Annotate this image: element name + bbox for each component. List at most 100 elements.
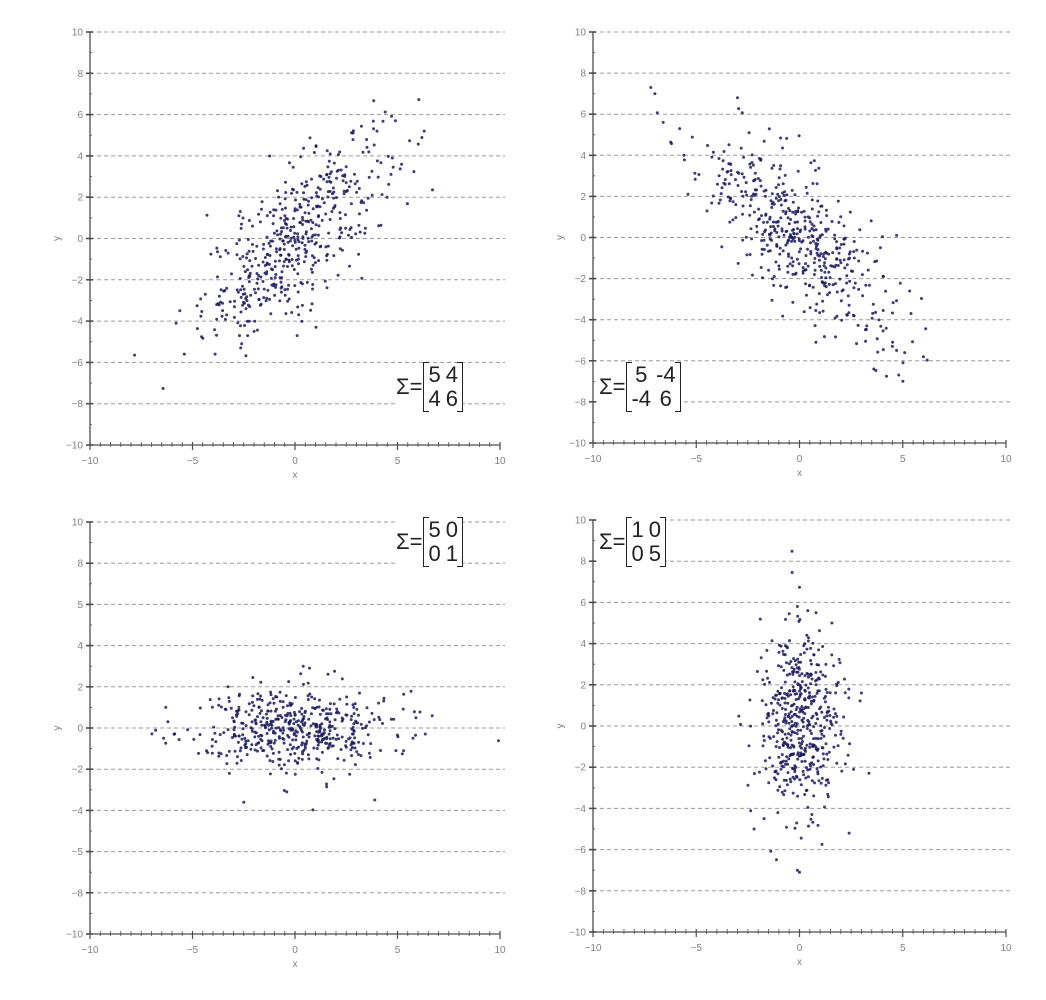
covariance-matrix: 1 0 0 5	[626, 517, 666, 567]
covariance-annotation: Σ= 5 -4 -4 6	[599, 362, 681, 412]
x-tick-label: −10	[82, 456, 99, 467]
covariance-matrix: 5 0 0 1	[423, 517, 463, 567]
y-tick-label: −6	[72, 358, 84, 369]
y-tick-label: −8	[575, 886, 587, 897]
y-tick-label: −5	[72, 847, 84, 858]
y-tick-label: −8	[72, 888, 84, 899]
x-tick-label: 10	[494, 456, 506, 467]
matrix-cell: 4	[445, 362, 458, 387]
y-tick-label: 10	[575, 516, 587, 527]
x-tick-label: −5	[187, 456, 199, 467]
matrix-cell: 5	[428, 362, 441, 387]
y-tick-label: −2	[575, 763, 587, 774]
y-tick-label: −10	[569, 439, 586, 450]
x-tick-label: 0	[797, 454, 803, 465]
y-tick-label: −2	[72, 765, 84, 776]
y-tick-label: −2	[72, 275, 84, 286]
x-axis-title: x	[797, 468, 802, 479]
sigma-symbol: Σ=	[599, 529, 626, 554]
y-tick-label: 8	[580, 557, 586, 568]
y-tick-label: 4	[580, 639, 586, 650]
y-tick-label: −4	[575, 315, 587, 326]
y-tick-label: −4	[72, 317, 84, 328]
matrix-cell: 0	[445, 517, 458, 542]
x-tick-label: 0	[292, 945, 298, 956]
y-tick-label: −2	[575, 274, 587, 285]
covariance-matrix: 5 4 4 6	[423, 362, 463, 412]
y-tick-label: −4	[72, 806, 84, 817]
y-tick-label: −6	[575, 845, 587, 856]
scatter-panel-top-left: 10 8 6 4 2 0 −2 −4 −6 −8 −10 −10 −5 0 5 10 x y Σ= 5 4 4 6	[0, 0, 523, 500]
covariance-annotation: Σ= 1 0 0 5	[599, 517, 666, 567]
x-tick-label: 10	[494, 945, 506, 956]
y-tick-label: 0	[580, 233, 586, 244]
y-tick-label: −10	[569, 928, 586, 939]
y-tick-label: 8	[77, 559, 83, 570]
y-tick-label: 0	[580, 722, 586, 733]
x-tick-label: 0	[797, 943, 803, 954]
x-tick-label: 0	[292, 456, 298, 467]
matrix-cell: -4	[656, 362, 676, 387]
y-tick-label: 2	[580, 680, 586, 691]
sigma-symbol: Σ=	[599, 374, 626, 399]
y-tick-label: −8	[72, 399, 84, 410]
y-tick-label: 8	[77, 69, 83, 80]
gridlines	[90, 521, 505, 894]
y-axis-title: y	[52, 236, 63, 241]
matrix-cell: 5	[648, 541, 661, 566]
data-points	[649, 86, 929, 383]
y-tick-label: 10	[72, 28, 84, 39]
y-axis-title: y	[555, 724, 566, 729]
matrix-cell: 1	[631, 517, 644, 542]
y-tick-label: 6	[580, 110, 586, 121]
data-points	[133, 98, 434, 390]
y-axis-title: y	[555, 235, 566, 240]
covariance-annotation: Σ= 5 4 4 6	[396, 362, 463, 412]
y-tick-label: 8	[580, 69, 586, 80]
matrix-cell: 6	[659, 386, 672, 411]
gridlines	[593, 31, 1011, 403]
y-tick-label: 4	[77, 641, 83, 652]
gridlines	[90, 31, 505, 405]
y-tick-label: 4	[77, 151, 83, 162]
matrix-cell: 5	[635, 362, 648, 387]
x-axis-title: x	[797, 957, 802, 968]
matrix-cell: 1	[445, 541, 458, 566]
y-tick-label: −10	[66, 441, 83, 452]
y-tick-label: 10	[575, 28, 587, 39]
y-tick-label: 4	[580, 151, 586, 162]
y-tick-label: 2	[77, 193, 83, 204]
matrix-cell: 5	[428, 517, 441, 542]
matrix-cell: 0	[428, 541, 441, 566]
data-points	[150, 664, 500, 812]
y-tick-label: 6	[77, 110, 83, 121]
x-tick-label: 5	[900, 943, 906, 954]
y-tick-label: 2	[77, 682, 83, 693]
x-axis-title: x	[293, 470, 298, 481]
covariance-annotation: Σ= 5 0 0 1	[396, 517, 463, 567]
x-tick-label: −5	[187, 945, 199, 956]
matrix-cell: 0	[648, 517, 661, 542]
sigma-symbol: Σ=	[396, 529, 423, 554]
x-tick-label: −10	[585, 943, 602, 954]
y-axis-title: y	[52, 726, 63, 731]
x-axis-title: x	[293, 959, 298, 970]
x-tick-label: 5	[395, 945, 401, 956]
sigma-symbol: Σ=	[396, 374, 423, 399]
y-tick-label: 6	[580, 598, 586, 609]
y-tick-label: 10	[72, 518, 84, 529]
scatter-panel-bottom-right: 10 8 6 4 2 0 −2 −4 −6 −8 −10 −10 −5 0 5 10 x y Σ= 1 0 0 5	[523, 500, 1046, 1000]
x-tick-label: −5	[691, 454, 703, 465]
y-tick-label: 0	[77, 724, 83, 735]
x-tick-label: 5	[395, 456, 401, 467]
data-points	[737, 549, 871, 874]
scatter-panel-top-right: 10 8 6 4 2 0 −2 −4 −6 −8 −10 −10 −5 0 5 10 x y Σ= 5 -4 -4…	[523, 0, 1046, 500]
matrix-cell: 0	[631, 541, 644, 566]
x-tick-label: −10	[82, 945, 99, 956]
